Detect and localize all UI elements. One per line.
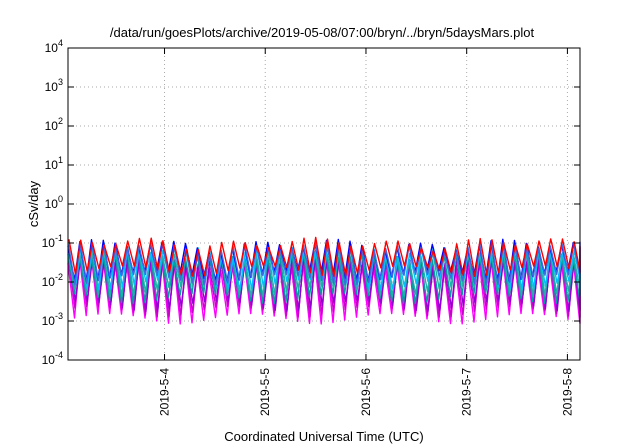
y-tick-exponent: 2 — [58, 116, 63, 126]
y-tick-exponent: -4 — [55, 350, 63, 360]
y-tick-label: 104 — [45, 38, 63, 55]
series-line — [68, 236, 581, 277]
y-tick-exponent: 3 — [58, 77, 63, 87]
y-tick-label: 103 — [45, 77, 63, 94]
x-tick-label: 2019-5-5 — [258, 368, 272, 416]
y-tick-label: 10-1 — [42, 233, 63, 250]
y-tick-label: 10-4 — [42, 350, 63, 367]
y-tick-label: 10-2 — [42, 272, 63, 289]
chart-title: /data/run/goesPlots/archive/2019-05-08/0… — [110, 25, 535, 40]
series-group — [67, 236, 581, 325]
plot-frame — [67, 47, 581, 361]
y-tick-exponent: -3 — [55, 311, 63, 321]
x-tick-label: 2019-5-4 — [158, 368, 172, 416]
x-tick-label: 2019-5-8 — [560, 368, 574, 416]
y-tick-label: 100 — [45, 194, 63, 211]
y-tick-exponent: -2 — [55, 272, 63, 282]
x-axis-label: Coordinated Universal Time (UTC) — [224, 429, 423, 444]
x-tick-labels: 2019-5-4 2019-5-5 2019-5-6 2019-5-7 2019-5-8 — [158, 368, 575, 416]
x-tick-label: 2019-5-7 — [460, 368, 474, 416]
y-axis-label: cSv/day — [26, 180, 41, 227]
y-tick-exponent: 0 — [58, 194, 63, 204]
y-tick-label: 10-3 — [42, 311, 63, 328]
series-line — [67, 248, 581, 305]
series-line — [67, 240, 581, 286]
y-tick-exponent: -1 — [55, 233, 63, 243]
x-tick-label: 2019-5-6 — [359, 368, 373, 416]
y-tick-exponent: 1 — [58, 155, 63, 165]
y-tick-label: 102 — [45, 116, 63, 133]
series-line — [67, 245, 581, 298]
ticks — [68, 47, 580, 361]
y-tick-exponent: 4 — [58, 38, 63, 48]
y-tick-label: 101 — [45, 155, 63, 172]
